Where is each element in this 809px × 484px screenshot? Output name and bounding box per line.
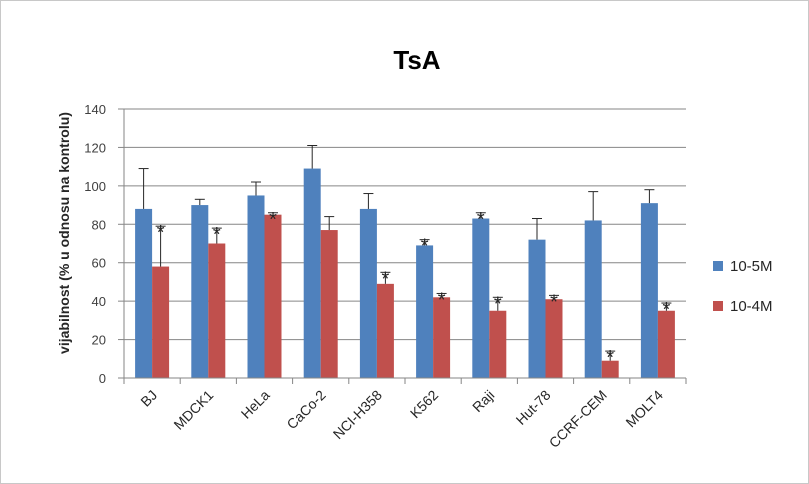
bar-series2: [433, 297, 451, 378]
y-tick-label: 20: [92, 333, 106, 348]
error-bars: [138, 145, 672, 361]
legend-label: 10-4M: [730, 298, 773, 315]
legend-swatch: [713, 301, 723, 311]
bar-series2: [320, 230, 338, 378]
bar-series1: [640, 203, 658, 378]
x-category-label: Raji: [469, 387, 497, 415]
x-category-label: Hut-78: [513, 387, 554, 428]
bar-series2: [657, 310, 675, 378]
axes: [118, 108, 687, 384]
significance-star: *: [213, 224, 221, 246]
x-category-label: MDCK1: [170, 387, 216, 433]
significance-star: *: [494, 293, 502, 315]
legend: 10-5M 10-4M: [713, 258, 773, 315]
bar-series2: [208, 243, 226, 378]
legend-swatch: [713, 261, 723, 271]
bar-series1: [135, 208, 153, 378]
bar-series2: [376, 283, 394, 378]
y-tick-label: 80: [92, 217, 106, 232]
x-category-label: HeLa: [238, 387, 273, 422]
significance-star: *: [421, 236, 429, 258]
significance-star: *: [382, 268, 390, 290]
significance-star: *: [606, 347, 614, 369]
y-tick-label: 140: [84, 102, 106, 117]
bar-series1: [359, 208, 377, 378]
bar-series2: [601, 360, 619, 378]
bar-series2: [264, 214, 282, 378]
significance-star: *: [663, 299, 671, 321]
x-category-label: CCRF-CEM: [546, 387, 610, 451]
x-category-label: CaCo-2: [283, 387, 329, 433]
bar-series1: [528, 239, 546, 378]
bars: [135, 168, 675, 378]
legend-label: 10-5M: [730, 258, 773, 275]
x-category-label: K562: [407, 387, 442, 422]
x-category-label: BJ: [137, 387, 160, 410]
significance-markers: * * * * * * * * * * *: [157, 209, 671, 369]
y-axis-ticks: 0 20 40 60 80 100 120 140: [84, 102, 106, 386]
y-tick-label: 100: [84, 179, 106, 194]
bar-series1: [191, 205, 209, 378]
chart-title: TsA: [393, 45, 440, 75]
bar-series2: [489, 310, 507, 378]
bar-series2: [545, 299, 563, 378]
bar-series1: [584, 220, 602, 378]
significance-star: *: [157, 222, 165, 244]
bar-series1: [472, 218, 490, 378]
bar-series1: [303, 168, 321, 378]
y-tick-label: 0: [99, 371, 106, 386]
significance-star: *: [438, 289, 446, 311]
x-category-label: NCI-H358: [330, 387, 385, 442]
y-axis-label: vijabilnost (% u odnosu na kontrolu): [56, 112, 72, 354]
y-tick-label: 120: [84, 140, 106, 155]
y-tick-label: 60: [92, 256, 106, 271]
bar-series1: [247, 195, 265, 378]
x-category-label: MOLT4: [622, 387, 666, 431]
y-tick-label: 40: [92, 294, 106, 309]
bar-series2: [152, 266, 170, 378]
significance-star: *: [269, 209, 277, 231]
bar-series1: [416, 245, 434, 378]
significance-star: *: [550, 291, 558, 313]
x-axis-categories: BJ MDCK1 HeLa CaCo-2 NCI-H358 K562 Raji Hut-78C…: [137, 387, 666, 451]
significance-star: *: [477, 209, 485, 231]
